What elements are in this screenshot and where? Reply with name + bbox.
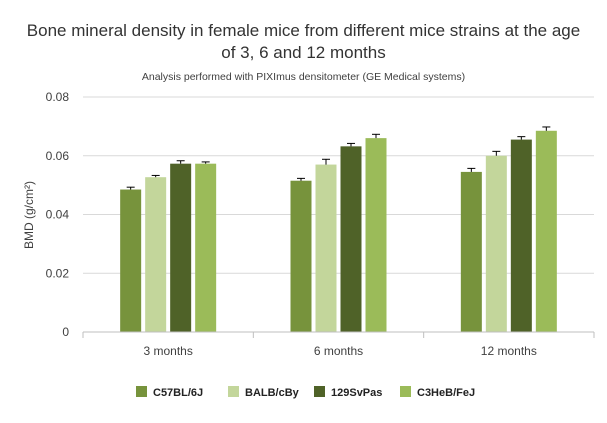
bar [485, 155, 507, 332]
legend-swatch [400, 386, 411, 397]
bar [535, 130, 557, 332]
chart-subtitle: Analysis performed with PIXImus densitom… [142, 71, 465, 83]
y-axis-label: BMD (g/cm²) [22, 181, 36, 249]
x-axis-ticks: 3 months 6 months 12 months [143, 344, 536, 358]
y-tick-label: 0.08 [46, 90, 70, 104]
bars [120, 126, 557, 332]
legend-label: C57BL/6J [153, 387, 203, 399]
y-tick-label: 0.06 [46, 149, 70, 163]
x-tick-label: 3 months [143, 344, 192, 358]
legend-swatch [136, 386, 147, 397]
bar [510, 139, 532, 332]
legend-label: C3HeB/FeJ [417, 387, 475, 399]
chart-title-line-2: of 3, 6 and 12 months [221, 43, 385, 62]
y-axis-ticks: 0 0.02 0.04 0.06 0.08 [46, 90, 70, 339]
y-tick-label: 0.02 [46, 266, 70, 280]
y-tick-label: 0 [62, 325, 69, 339]
y-tick-label: 0.04 [46, 208, 70, 222]
legend-swatch [314, 386, 325, 397]
chart-title-line-1: Bone mineral density in female mice from… [27, 21, 580, 40]
x-tick-label: 12 months [481, 344, 537, 358]
bar [315, 164, 337, 332]
gridlines [83, 96, 594, 274]
legend-swatch [228, 386, 239, 397]
bar [365, 138, 387, 332]
bar [170, 163, 192, 332]
bar [340, 146, 362, 332]
x-tick-label: 6 months [314, 344, 363, 358]
bar [120, 189, 142, 332]
x-axis [82, 331, 595, 338]
legend: C57BL/6J BALB/cBy 129SvPas C3HeB/FeJ [136, 386, 475, 399]
legend-label: BALB/cBy [245, 387, 300, 399]
bar [290, 180, 312, 332]
bar [460, 171, 482, 332]
bar [195, 163, 217, 332]
bar [145, 177, 167, 332]
legend-label: 129SvPas [331, 387, 382, 399]
